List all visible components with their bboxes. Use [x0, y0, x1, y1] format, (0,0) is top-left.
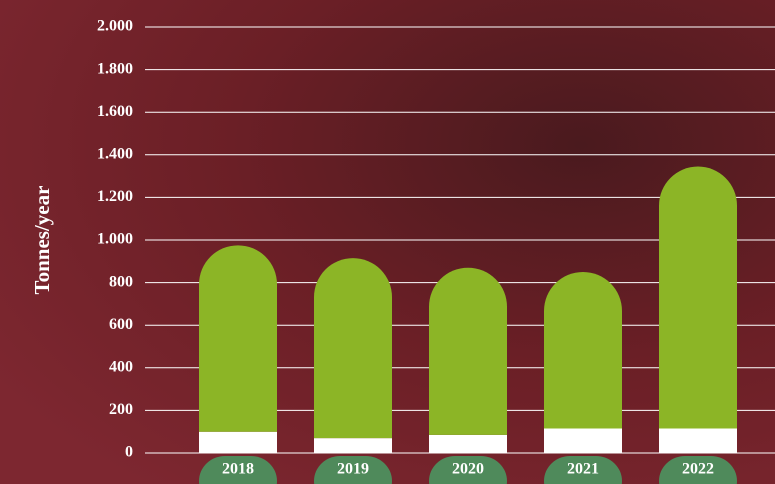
- bar-segment: [199, 245, 277, 432]
- x-tick-label: 2021: [567, 461, 599, 478]
- y-tick-label: 1.200: [97, 188, 133, 205]
- y-tick-label: 1.000: [97, 231, 133, 248]
- bar-segment: [659, 166, 737, 429]
- bar-segment: [429, 434, 507, 453]
- y-tick-label: 200: [109, 401, 133, 418]
- bar-segment: [544, 271, 622, 429]
- y-tick-label: 400: [109, 358, 133, 375]
- y-tick-label: 1.800: [97, 60, 133, 77]
- bar-segment: [314, 438, 392, 453]
- category-pill: [659, 456, 737, 484]
- bar-segment: [314, 258, 392, 439]
- y-axis-title: Tonnes/year: [30, 186, 54, 295]
- category-pill: [429, 456, 507, 484]
- category-pill: [314, 456, 392, 484]
- y-tick-label: 0: [125, 444, 133, 461]
- bar-segment: [429, 267, 507, 435]
- bar-segment: [199, 431, 277, 453]
- y-tick-label: 1.600: [97, 103, 133, 120]
- x-tick-label: 2018: [222, 461, 254, 478]
- y-tick-label: 600: [109, 316, 133, 333]
- y-tick-label: 800: [109, 273, 133, 290]
- x-tick-label: 2020: [452, 461, 484, 478]
- category-pill: [544, 456, 622, 484]
- bar-segment: [659, 428, 737, 453]
- category-pill: [199, 456, 277, 484]
- bar-segment: [544, 428, 622, 453]
- x-tick-label: 2022: [682, 461, 714, 478]
- y-tick-label: 1.400: [97, 145, 133, 162]
- x-tick-label: 2019: [337, 461, 369, 478]
- y-tick-label: 2.000: [97, 18, 133, 35]
